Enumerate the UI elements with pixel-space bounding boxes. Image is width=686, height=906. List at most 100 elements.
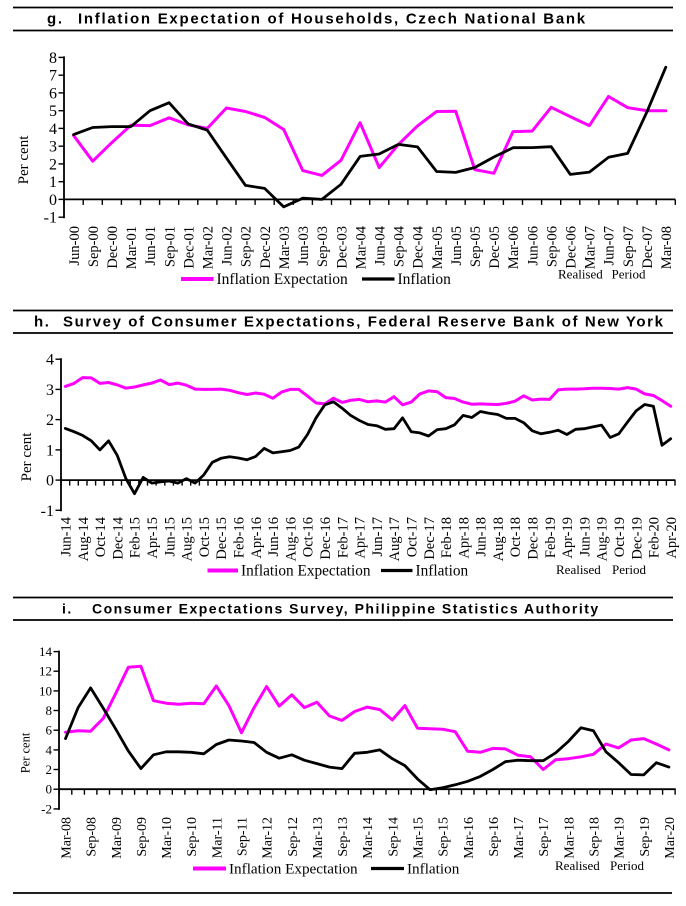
svg-text:Jun-01: Jun-01 [143, 226, 159, 265]
svg-text:Feb-18: Feb-18 [439, 517, 455, 558]
svg-text:Consumer Expectations Survey,: Consumer Expectations Survey, Philippine… [92, 601, 600, 617]
svg-text:Dec-14: Dec-14 [110, 516, 126, 559]
svg-text:Jun-06: Jun-06 [525, 226, 541, 265]
svg-text:Dec-01: Dec-01 [181, 226, 197, 269]
svg-text:Jun-17: Jun-17 [370, 517, 386, 556]
svg-text:-1: -1 [41, 503, 54, 520]
svg-text:4: 4 [49, 121, 57, 138]
svg-text:Jun-05: Jun-05 [449, 226, 465, 265]
svg-text:-2: -2 [41, 801, 52, 816]
svg-text:Sep-09: Sep-09 [135, 817, 150, 857]
svg-text:Apr-17: Apr-17 [353, 517, 369, 559]
svg-text:Oct-17: Oct-17 [405, 517, 421, 557]
svg-text:Sep-00: Sep-00 [86, 226, 102, 267]
svg-text:Realised Period: Realised Period [558, 267, 646, 282]
svg-text:Mar-13: Mar-13 [311, 817, 326, 859]
svg-text:Inflation Expectation: Inflation Expectation [229, 861, 358, 878]
svg-text:Jun-02: Jun-02 [220, 226, 236, 265]
svg-text:12: 12 [39, 664, 52, 679]
svg-text:Dec-04: Dec-04 [411, 225, 427, 268]
svg-text:Dec-06: Dec-06 [564, 226, 580, 269]
svg-text:Mar-02: Mar-02 [201, 226, 217, 269]
svg-text:Sep-07: Sep-07 [621, 226, 637, 267]
svg-text:Oct-18: Oct-18 [508, 517, 524, 557]
svg-text:Inflation Expectation: Inflation Expectation [217, 271, 349, 288]
svg-text:Mar-06: Mar-06 [506, 226, 522, 269]
svg-text:4: 4 [46, 742, 53, 757]
svg-text:Survey of Consumer Expectation: Survey of Consumer Expectations, Federal… [63, 314, 665, 331]
svg-text:Aug-15: Aug-15 [180, 517, 196, 561]
svg-text:Apr-16: Apr-16 [249, 517, 265, 559]
svg-text:Feb-16: Feb-16 [232, 517, 248, 558]
svg-text:Dec-00: Dec-00 [105, 226, 121, 269]
svg-text:1: 1 [46, 442, 54, 459]
svg-text:Dec-18: Dec-18 [526, 517, 542, 560]
svg-text:Sep-18: Sep-18 [588, 817, 603, 857]
svg-text:Mar-08: Mar-08 [60, 817, 75, 859]
svg-text:Mar-11: Mar-11 [210, 817, 225, 858]
svg-text:Sep-11: Sep-11 [236, 817, 251, 856]
svg-text:Sep-06: Sep-06 [544, 226, 560, 267]
svg-text:Sep-14: Sep-14 [386, 817, 401, 857]
svg-text:Dec-19: Dec-19 [629, 517, 645, 560]
svg-text:Inflation Expectation of House: Inflation Expectation of Households, Cze… [78, 11, 587, 28]
svg-text:i.: i. [62, 601, 73, 617]
svg-text:Dec-05: Dec-05 [487, 226, 503, 269]
svg-text:3: 3 [49, 139, 57, 156]
svg-text:Sep-01: Sep-01 [162, 226, 178, 267]
svg-text:Sep-16: Sep-16 [487, 817, 502, 857]
svg-text:Feb-17: Feb-17 [335, 517, 351, 558]
svg-text:Sep-19: Sep-19 [638, 817, 653, 857]
svg-text:Jun-04: Jun-04 [373, 225, 389, 265]
svg-text:2: 2 [49, 156, 57, 173]
svg-text:Mar-17: Mar-17 [512, 817, 527, 859]
svg-text:Apr-18: Apr-18 [456, 517, 472, 559]
svg-text:3: 3 [46, 382, 54, 399]
svg-text:Dec-16: Dec-16 [318, 517, 334, 560]
svg-text:Mar-18: Mar-18 [562, 817, 577, 859]
svg-text:Dec-02: Dec-02 [258, 226, 274, 269]
svg-text:Sep-05: Sep-05 [468, 226, 484, 267]
svg-text:Jun-16: Jun-16 [266, 517, 282, 556]
svg-text:Realised Period: Realised Period [556, 562, 646, 577]
svg-text:7: 7 [49, 68, 57, 85]
svg-text:Mar-19: Mar-19 [613, 817, 628, 859]
svg-text:Oct-19: Oct-19 [612, 517, 628, 557]
svg-text:Mar-20: Mar-20 [663, 817, 678, 859]
svg-text:-1: -1 [44, 210, 57, 227]
svg-text:4: 4 [46, 352, 54, 369]
svg-text:Inflation Expectation: Inflation Expectation [241, 563, 371, 580]
svg-text:5: 5 [49, 103, 57, 120]
svg-text:Feb-19: Feb-19 [543, 517, 559, 558]
svg-text:Oct-14: Oct-14 [93, 516, 109, 557]
svg-text:h.: h. [34, 314, 51, 331]
svg-text:Feb-20: Feb-20 [647, 517, 663, 558]
svg-text:Oct-15: Oct-15 [197, 517, 213, 557]
svg-text:Dec-17: Dec-17 [422, 517, 438, 560]
svg-text:Mar-16: Mar-16 [462, 817, 477, 859]
svg-text:Mar-07: Mar-07 [583, 226, 599, 269]
svg-text:Dec-07: Dec-07 [640, 226, 656, 269]
svg-text:Jun-07: Jun-07 [602, 226, 618, 265]
svg-text:Sep-13: Sep-13 [336, 817, 351, 857]
svg-text:6: 6 [49, 85, 57, 102]
svg-text:g.: g. [47, 11, 64, 28]
svg-text:Mar-05: Mar-05 [430, 226, 446, 269]
svg-text:2: 2 [46, 762, 53, 777]
svg-text:Aug-16: Aug-16 [283, 517, 299, 561]
svg-text:Mar-15: Mar-15 [412, 817, 427, 859]
svg-text:Inflation: Inflation [407, 861, 460, 878]
svg-text:Sep-17: Sep-17 [537, 817, 552, 857]
svg-text:Realised Period: Realised Period [555, 858, 644, 873]
svg-text:Jun-03: Jun-03 [296, 226, 312, 265]
svg-text:Sep-10: Sep-10 [185, 817, 200, 857]
svg-text:Mar-14: Mar-14 [361, 817, 376, 859]
svg-text:Mar-12: Mar-12 [261, 817, 276, 859]
svg-text:Apr-20: Apr-20 [664, 517, 680, 559]
svg-text:Mar-09: Mar-09 [110, 817, 125, 859]
svg-text:Apr-19: Apr-19 [560, 517, 576, 559]
svg-text:Sep-04: Sep-04 [392, 225, 408, 267]
svg-text:1: 1 [49, 174, 57, 191]
svg-text:Jun-19: Jun-19 [577, 517, 593, 556]
svg-text:Dec-15: Dec-15 [214, 517, 230, 560]
